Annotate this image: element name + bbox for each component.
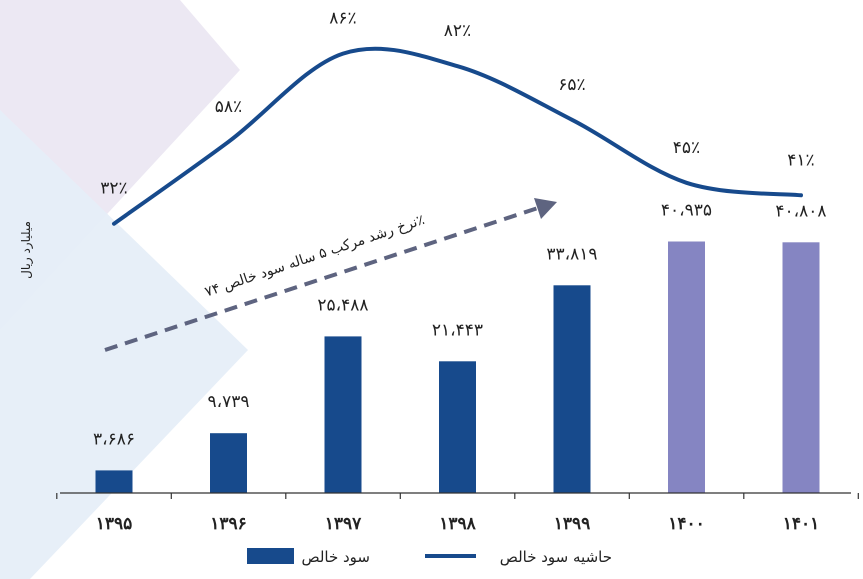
bar-value-label-0: ۳،۶۸۶ xyxy=(93,429,135,449)
bar-value-label-3: ۲۱،۴۴۳ xyxy=(432,320,483,340)
bar-4 xyxy=(553,285,591,493)
legend-swatch-net-profit xyxy=(247,548,294,564)
bar-0 xyxy=(95,470,133,493)
cagr-arrow-head xyxy=(534,198,557,219)
legend-label-net-profit: سود خالص xyxy=(301,548,370,566)
bar-5 xyxy=(668,241,705,493)
category-label-0: ۱۳۹۵ xyxy=(96,514,133,534)
bar-6 xyxy=(782,242,820,493)
category-label-2: ۱۳۹۷ xyxy=(325,514,362,534)
bar-value-label-4: ۳۳،۸۱۹ xyxy=(546,244,597,264)
margin-label-6: ۴۱٪ xyxy=(787,150,814,170)
bar-value-label-1: ۹،۷۳۹ xyxy=(207,392,249,412)
cagr-annotation: نرخ رشد مرکب ۵ ساله سود خالص ۷۴٪ xyxy=(104,198,557,352)
bar-value-label-5: ۴۰،۹۳۵ xyxy=(661,201,712,221)
category-label-3: ۱۳۹۸ xyxy=(439,514,476,534)
bar-1 xyxy=(210,433,247,493)
bar-value-label-6: ۴۰،۸۰۸ xyxy=(775,201,826,221)
margin-label-5: ۴۵٪ xyxy=(673,138,700,158)
bar-2 xyxy=(324,336,362,493)
margin-label-4: ۶۵٪ xyxy=(558,75,585,95)
legend: سود خالص حاشیه سود خالص xyxy=(247,548,612,566)
margin-label-3: ۸۲٪ xyxy=(444,21,471,41)
margin-label-2: ۸۶٪ xyxy=(329,9,356,29)
category-label-6: ۱۴۰۱ xyxy=(783,514,820,534)
bar-3 xyxy=(439,361,476,493)
margin-label-1: ۵۸٪ xyxy=(215,97,242,117)
margin-line xyxy=(112,46,803,226)
y-axis-label: میلیارد ریال xyxy=(19,221,34,279)
legend-label-net-margin: حاشیه سود خالص xyxy=(500,548,612,566)
category-label-1: ۱۳۹۶ xyxy=(210,514,247,534)
bar-value-label-2: ۲۵،۴۸۸ xyxy=(317,295,368,315)
bg-shape-bottom xyxy=(0,110,248,579)
margin-label-0: ۳۲٪ xyxy=(100,179,127,199)
category-label-5: ۱۴۰۰ xyxy=(668,514,705,534)
category-label-4: ۱۳۹۹ xyxy=(554,514,591,534)
cagr-arrow-line xyxy=(104,206,539,352)
